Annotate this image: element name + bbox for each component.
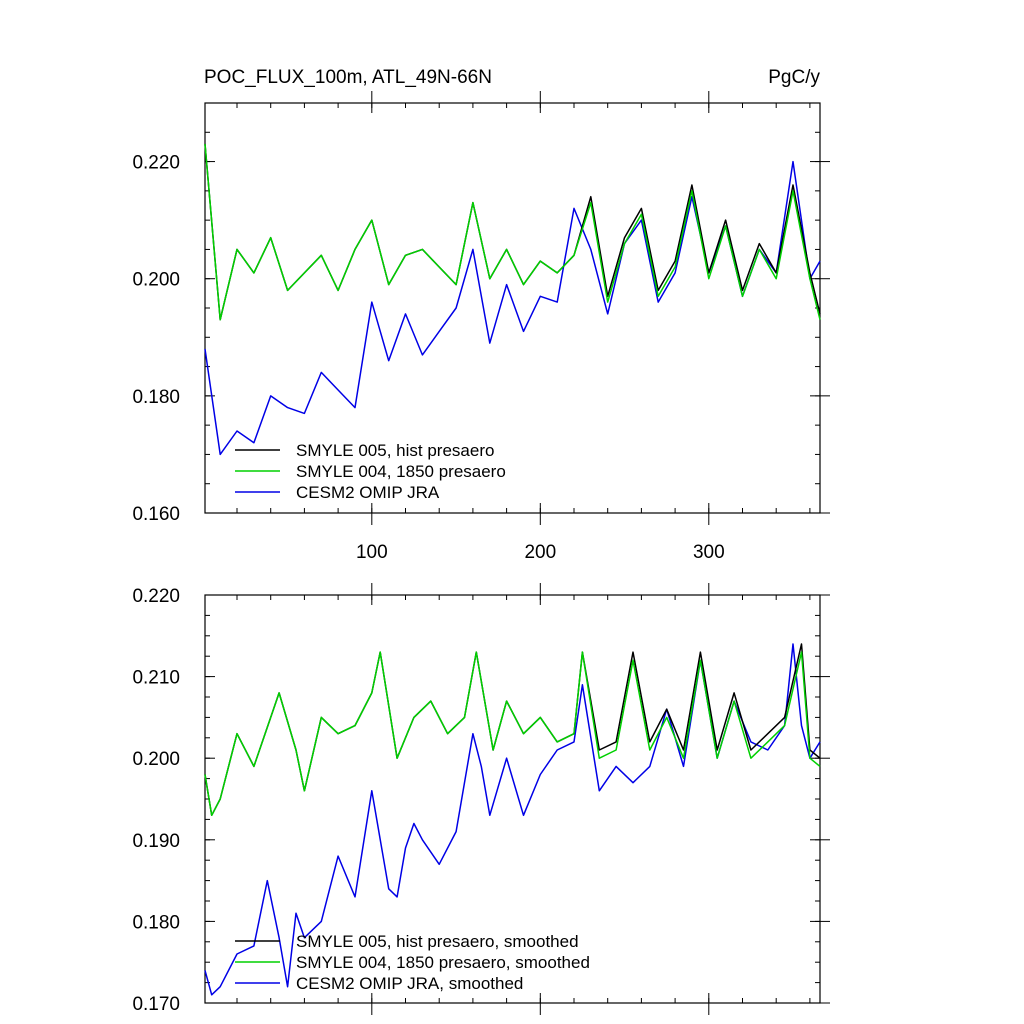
legend-label: CESM2 OMIP JRA xyxy=(296,483,440,502)
y-tick-label: 0.200 xyxy=(132,749,180,770)
y-tick-label: 0.160 xyxy=(132,504,180,525)
top-panel: POC_FLUX_100m, ATL_49N-66N PgC/y 100 200 3… xyxy=(132,67,830,563)
bottom-panel: 0.170 0.180 0.190 0.200 0.210 0.220 SMYLE 005… xyxy=(132,583,830,1015)
y-tick-label: 0.220 xyxy=(132,153,180,174)
x-tick-label: 100 xyxy=(356,542,388,563)
legend-label: SMYLE 005, hist presaero, smoothed xyxy=(296,932,579,951)
top-panel-units: PgC/y xyxy=(768,67,820,88)
series-line-1 xyxy=(204,143,821,321)
y-tick-label: 0.190 xyxy=(132,831,180,852)
y-tick-label: 0.220 xyxy=(132,586,180,607)
x-tick-label: 200 xyxy=(524,542,556,563)
bottom-panel-series xyxy=(204,643,821,996)
y-tick-label: 0.210 xyxy=(132,668,180,689)
legend-label: SMYLE 005, hist presaero xyxy=(296,441,494,460)
legend-label: SMYLE 004, 1850 presaero xyxy=(296,462,506,481)
series-line-2 xyxy=(204,160,821,456)
top-panel-axes: 100 200 300 0.160 0.180 0.200 0.220 xyxy=(132,91,830,563)
x-tick-label: 300 xyxy=(693,542,725,563)
legend-label: SMYLE 004, 1850 presaero, smoothed xyxy=(296,953,590,972)
top-panel-series xyxy=(204,143,821,456)
series-line-0 xyxy=(204,643,821,817)
y-tick-label: 0.200 xyxy=(132,270,180,291)
y-tick-label: 0.180 xyxy=(132,387,180,408)
bottom-panel-legend: SMYLE 005, hist presaero, smoothed SMYLE … xyxy=(235,932,590,993)
y-tick-label: 0.170 xyxy=(132,994,180,1015)
top-panel-title: POC_FLUX_100m, ATL_49N-66N xyxy=(204,67,492,88)
bottom-panel-axes: 0.170 0.180 0.190 0.200 0.210 0.220 xyxy=(132,583,830,1015)
y-tick-label: 0.180 xyxy=(132,912,180,933)
top-panel-legend: SMYLE 005, hist presaero SMYLE 004, 1850 … xyxy=(235,441,506,502)
legend-label: CESM2 OMIP JRA, smoothed xyxy=(296,974,523,993)
series-line-1 xyxy=(204,651,821,817)
